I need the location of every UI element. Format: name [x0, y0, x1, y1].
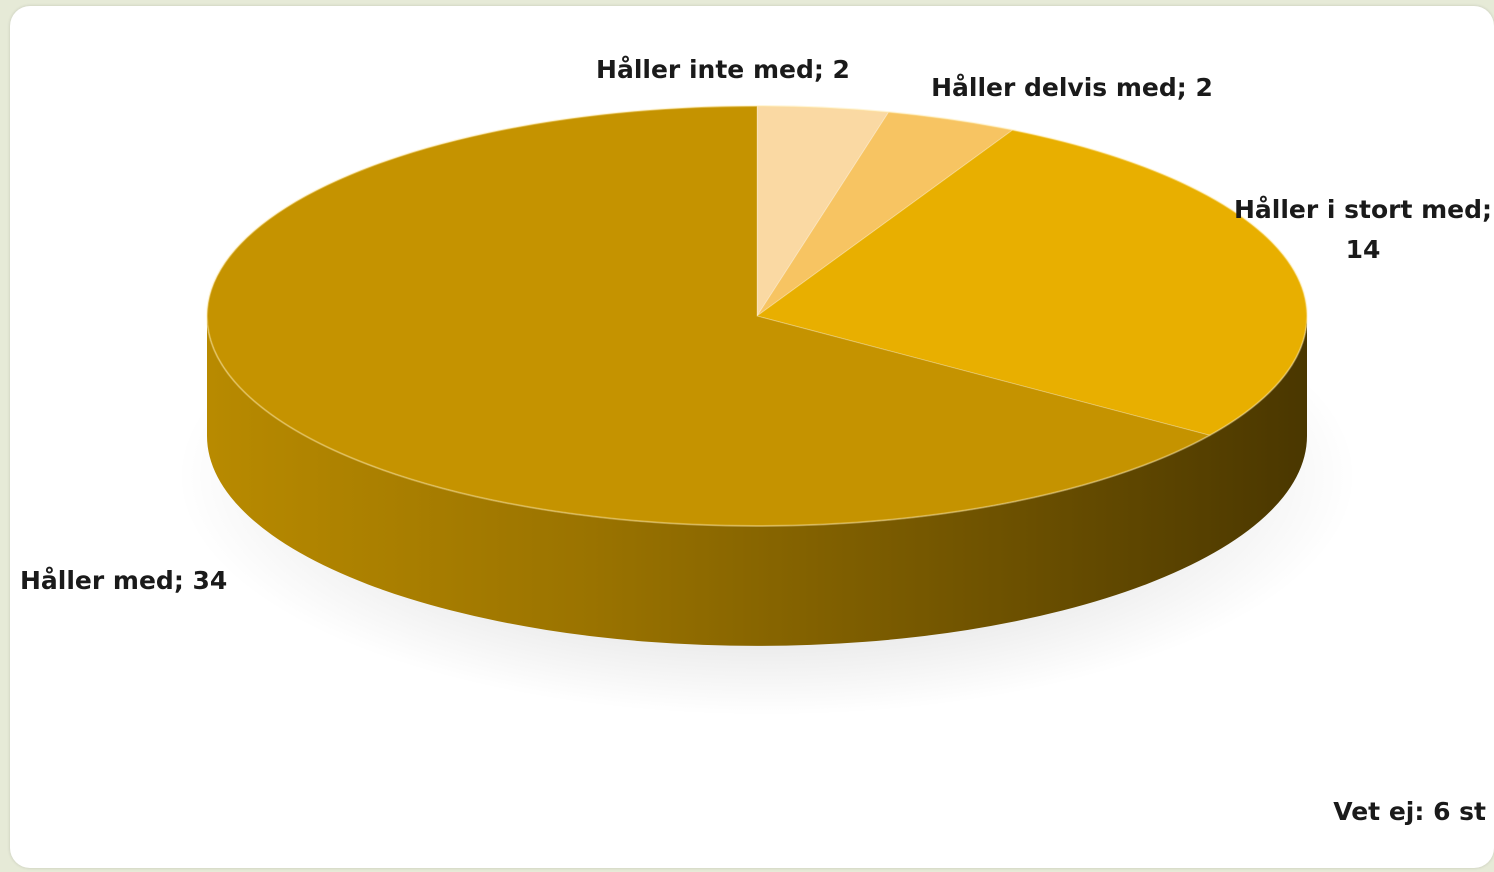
label-haller-med: Håller med; 34 — [20, 566, 227, 595]
label-haller-i-stort-med: Håller i stort med; — [1234, 195, 1492, 224]
pie-chart: Håller inte med; 2 Håller delvis med; 2 … — [20, 55, 1492, 716]
label-haller-delvis-med: Håller delvis med; 2 — [931, 73, 1213, 102]
pie-rim-highlight — [206, 105, 1308, 527]
slice-h-ller-med — [206, 105, 1211, 527]
slice-h-ller-delvis-med — [756, 111, 1014, 317]
slice-h-ller-inte-med — [756, 105, 890, 318]
label-haller-i-stort-med-value: 14 — [1346, 235, 1381, 264]
chart-area: Håller inte med; 2 Håller delvis med; 2 … — [10, 6, 1494, 868]
pie-side-wall — [207, 316, 1307, 646]
dont-know-note: Vet ej: 6 st — [1333, 797, 1486, 826]
slice-h-ller-i-stort-med — [755, 129, 1308, 436]
label-haller-inte-med: Håller inte med; 2 — [596, 55, 850, 84]
